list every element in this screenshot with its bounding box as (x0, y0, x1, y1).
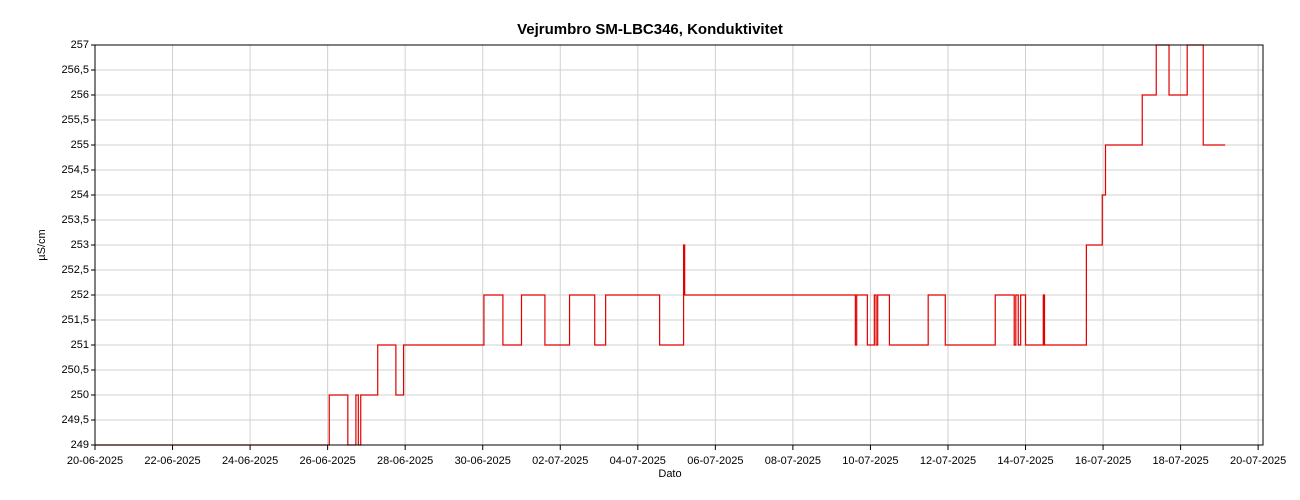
y-tick-label: 253 (71, 239, 89, 251)
x-tick-label: 04-07-2025 (610, 455, 666, 467)
x-tick-label: 12-07-2025 (920, 455, 976, 467)
y-tick-label: 252 (71, 289, 89, 301)
x-tick-label: 06-07-2025 (687, 455, 743, 467)
y-tick-label: 250 (71, 389, 89, 401)
y-tick-label: 254,5 (61, 164, 89, 176)
x-tick-label: 10-07-2025 (842, 455, 898, 467)
x-tick-label: 26-06-2025 (299, 455, 355, 467)
y-tick-label: 255,5 (61, 114, 89, 126)
y-tick-label: 254 (71, 189, 89, 201)
y-tick-label: 257 (71, 39, 89, 51)
x-tick-label: 22-06-2025 (144, 455, 200, 467)
x-tick-label: 08-07-2025 (765, 455, 821, 467)
chart-title: Vejrumbro SM-LBC346, Konduktivitet (517, 21, 783, 38)
y-tick-label: 251,5 (61, 314, 89, 326)
x-tick-label: 24-06-2025 (222, 455, 278, 467)
y-tick-label: 250,5 (61, 364, 89, 376)
y-tick-label: 252,5 (61, 264, 89, 276)
y-tick-label: 253,5 (61, 214, 89, 226)
data-line (95, 44, 1226, 446)
y-tick-label: 251 (71, 339, 89, 351)
y-axis-label: µS/cm (36, 229, 48, 260)
x-tick-label: 20-06-2025 (67, 455, 123, 467)
x-tick-label: 14-07-2025 (997, 455, 1053, 467)
x-tick-label: 16-07-2025 (1075, 455, 1131, 467)
y-tick-label: 249 (71, 439, 89, 451)
x-tick-label: 28-06-2025 (377, 455, 433, 467)
x-tick-label: 18-07-2025 (1152, 455, 1208, 467)
x-tick-label: 20-07-2025 (1230, 455, 1286, 467)
x-tick-label: 02-07-2025 (532, 455, 588, 467)
y-tick-label: 256 (71, 89, 89, 101)
y-tick-label: 249,5 (61, 414, 89, 426)
x-tick-label: 30-06-2025 (455, 455, 511, 467)
y-tick-label: 256,5 (61, 64, 89, 76)
x-axis-label: Dato (658, 468, 681, 480)
plot-frame (94, 44, 1264, 446)
y-tick-label: 255 (71, 139, 89, 151)
